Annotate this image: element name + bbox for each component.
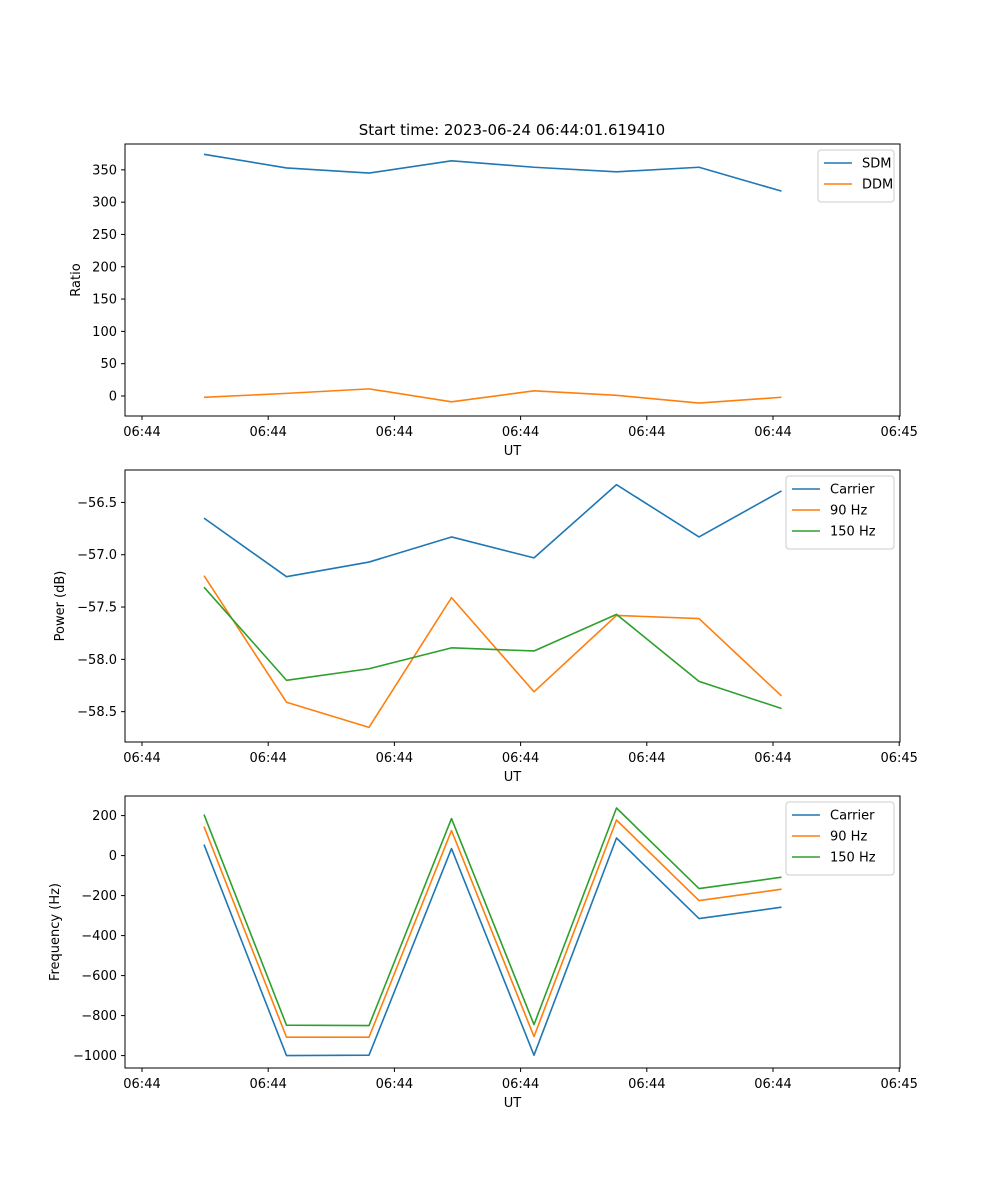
y-axis-label: Power (dB) bbox=[53, 571, 68, 642]
x-tick-label: 06:44 bbox=[376, 425, 413, 440]
series-line-carrier bbox=[203, 837, 782, 1057]
legend-label: 90 Hz bbox=[830, 830, 867, 845]
x-tick-label: 06:44 bbox=[754, 425, 791, 440]
legend-label: 150 Hz bbox=[830, 525, 876, 540]
series-line-150-hz bbox=[203, 807, 782, 1027]
legend-label: Carrier bbox=[830, 809, 875, 824]
y-tick-label: 200 bbox=[92, 809, 117, 824]
y-tick-label: −600 bbox=[81, 969, 117, 984]
panel-1: 06:44 06:44 06:44 06:44 06:44 06:44 06:45 UT 0 50… bbox=[69, 143, 918, 459]
y-tick-label: −57.0 bbox=[77, 548, 117, 563]
y-axis-label: Ratio bbox=[69, 263, 84, 296]
series-line-carrier bbox=[203, 483, 782, 578]
x-tick-label: 06:44 bbox=[249, 751, 286, 766]
y-tick-label: −56.5 bbox=[77, 496, 117, 511]
series-line-sdm bbox=[203, 153, 782, 192]
axes-frame bbox=[124, 795, 901, 1069]
legend-label: 90 Hz bbox=[830, 504, 867, 519]
x-tick-label: 06:44 bbox=[628, 751, 665, 766]
axes-frame bbox=[124, 469, 901, 743]
x-tick-label: 06:44 bbox=[502, 425, 539, 440]
legend: Carrier 90 Hz 150 Hz bbox=[785, 475, 895, 550]
x-tick-label: 06:44 bbox=[123, 425, 160, 440]
x-tick-label: 06:44 bbox=[123, 751, 160, 766]
x-axis-label: UT bbox=[504, 770, 522, 785]
y-tick-label: 250 bbox=[92, 228, 117, 243]
y-tick-label: −800 bbox=[81, 1009, 117, 1024]
x-tick-label: 06:45 bbox=[880, 1077, 917, 1092]
x-tick-label: 06:44 bbox=[628, 1077, 665, 1092]
y-tick-label: 200 bbox=[92, 260, 117, 275]
x-tick-label: 06:44 bbox=[754, 751, 791, 766]
series-line-90-hz bbox=[203, 575, 783, 729]
y-tick-label: 100 bbox=[92, 325, 117, 340]
x-tick-label: 06:44 bbox=[502, 751, 539, 766]
series-line-150-hz bbox=[203, 586, 782, 710]
axes-frame bbox=[124, 143, 901, 417]
legend: SDM DDM bbox=[817, 149, 895, 203]
x-tick-label: 06:44 bbox=[123, 1077, 160, 1092]
y-tick-label: −400 bbox=[81, 929, 117, 944]
y-tick-label: −58.5 bbox=[77, 705, 117, 720]
x-axis-label: UT bbox=[504, 1096, 522, 1111]
y-tick-label: 50 bbox=[100, 357, 117, 372]
series-line-90-hz bbox=[203, 819, 782, 1038]
x-tick-label: 06:44 bbox=[249, 1077, 286, 1092]
legend-label: 150 Hz bbox=[830, 851, 876, 866]
y-tick-label: 150 bbox=[92, 293, 117, 308]
series-line-ddm bbox=[203, 388, 782, 404]
y-tick-label: −57.5 bbox=[77, 601, 117, 616]
y-tick-label: −1000 bbox=[73, 1049, 117, 1064]
x-tick-label: 06:44 bbox=[376, 1077, 413, 1092]
panel-2: 06:44 06:44 06:44 06:44 06:44 06:44 06:45 UT −58… bbox=[53, 469, 918, 785]
x-axis-label: UT bbox=[504, 444, 522, 459]
y-tick-label: 350 bbox=[92, 163, 117, 178]
panel-3: 06:44 06:44 06:44 06:44 06:44 06:44 06:45 UT −10… bbox=[48, 795, 918, 1111]
y-tick-label: 300 bbox=[92, 196, 117, 211]
x-tick-label: 06:44 bbox=[376, 751, 413, 766]
figure-title: Start time: 2023-06-24 06:44:01.619410 bbox=[359, 121, 665, 139]
chart-panels: 06:44 06:44 06:44 06:44 06:44 06:44 06:45 UT 0 50… bbox=[48, 143, 918, 1111]
legend-label: DDM bbox=[862, 178, 893, 193]
legend-label: Carrier bbox=[830, 483, 875, 498]
x-tick-label: 06:44 bbox=[754, 1077, 791, 1092]
legend-label: SDM bbox=[862, 157, 891, 172]
x-tick-label: 06:44 bbox=[502, 1077, 539, 1092]
y-tick-label: −58.0 bbox=[77, 653, 117, 668]
legend: Carrier 90 Hz 150 Hz bbox=[785, 801, 895, 876]
x-tick-label: 06:45 bbox=[880, 425, 917, 440]
y-tick-label: 0 bbox=[109, 389, 117, 404]
y-axis-label: Frequency (Hz) bbox=[48, 883, 63, 981]
x-tick-label: 06:45 bbox=[880, 751, 917, 766]
y-tick-label: 0 bbox=[109, 849, 117, 864]
y-tick-label: −200 bbox=[81, 889, 117, 904]
x-tick-label: 06:44 bbox=[249, 425, 286, 440]
x-tick-label: 06:44 bbox=[628, 425, 665, 440]
